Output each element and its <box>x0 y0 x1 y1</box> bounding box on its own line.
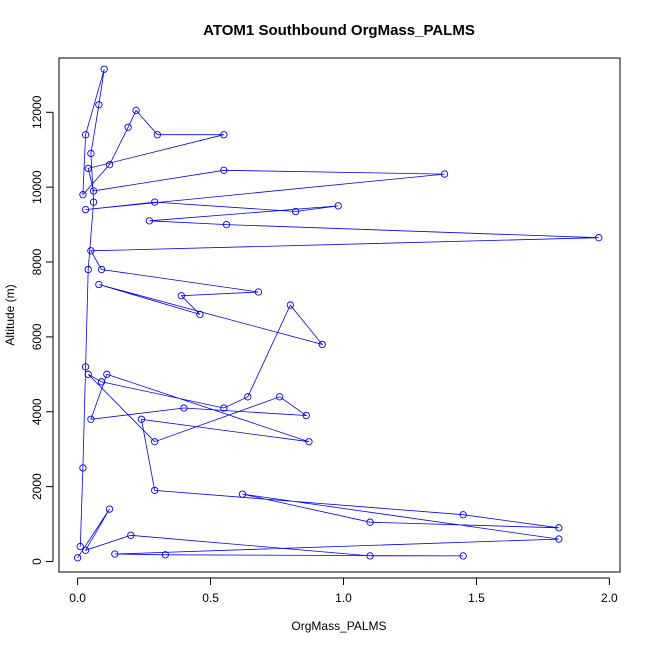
data-point <box>81 131 90 139</box>
data-point <box>79 190 87 199</box>
data-point <box>459 511 467 519</box>
data-point <box>95 101 103 109</box>
data-point <box>87 149 95 158</box>
data-point <box>145 217 154 225</box>
data-point <box>81 363 90 371</box>
data-point <box>180 404 188 412</box>
series-line <box>77 69 599 559</box>
data-point <box>196 310 204 319</box>
data-point <box>555 535 563 543</box>
data-point <box>220 404 228 412</box>
x-axis-label: OrgMass_PALMS <box>291 619 386 633</box>
data-point <box>111 550 119 558</box>
data-point <box>89 187 98 195</box>
series-layer <box>73 65 603 562</box>
data-point <box>84 265 92 274</box>
y-tick-label: 4000 <box>30 398 44 425</box>
data-point <box>291 207 300 216</box>
data-point <box>84 370 92 378</box>
data-point <box>334 202 342 210</box>
data-point <box>100 65 108 73</box>
data-point <box>127 531 135 539</box>
data-point <box>302 411 310 420</box>
y-tick-label: 0 <box>30 558 44 565</box>
data-point <box>76 542 84 551</box>
data-point <box>105 505 114 513</box>
x-tick-label: 2.0 <box>601 591 618 605</box>
data-point <box>318 340 326 349</box>
data-point <box>220 131 228 139</box>
data-point <box>105 161 114 169</box>
plot-frame <box>58 57 621 573</box>
data-point <box>440 170 449 178</box>
y-axis: 0 2000 4000 6000 8000 10000 12000 <box>30 95 54 565</box>
data-point <box>132 106 140 115</box>
data-point <box>238 490 247 498</box>
data-point <box>286 301 294 309</box>
x-tick-label: 0.5 <box>202 591 219 605</box>
data-point <box>153 131 162 139</box>
x-tick-label: 1.0 <box>335 591 352 605</box>
x-tick-label: 0.0 <box>69 591 86 605</box>
x-axis: 0.0 0.5 1.0 1.5 2.0 <box>69 577 618 605</box>
data-point <box>97 265 106 274</box>
data-point <box>151 198 159 206</box>
data-point <box>161 551 170 559</box>
data-point <box>305 438 313 446</box>
data-point <box>84 164 92 173</box>
data-point <box>137 415 146 423</box>
data-point <box>97 378 106 386</box>
data-point <box>151 438 159 446</box>
y-tick-label: 6000 <box>30 323 44 350</box>
data-point <box>124 123 132 131</box>
data-point <box>73 554 82 562</box>
data-point <box>459 552 467 560</box>
y-tick-label: 12000 <box>30 95 44 129</box>
data-point <box>103 370 111 378</box>
data-point <box>177 292 185 300</box>
data-point <box>81 546 90 554</box>
data-point <box>95 280 103 289</box>
data-point <box>81 205 90 214</box>
data-point <box>89 198 98 206</box>
y-tick-label: 10000 <box>30 170 44 204</box>
data-point <box>595 234 603 242</box>
data-point <box>151 486 159 495</box>
data-point <box>87 415 95 423</box>
chart-title: ATOM1 Southbound OrgMass_PALMS <box>203 22 475 39</box>
data-point <box>244 393 252 401</box>
data-point <box>87 247 95 255</box>
y-axis-label: Altitude (m) <box>3 284 17 345</box>
data-point <box>555 524 563 532</box>
data-point <box>254 288 263 296</box>
y-tick-label: 2000 <box>30 473 44 500</box>
data-point <box>220 166 228 174</box>
data-point <box>366 518 374 526</box>
data-point <box>222 220 231 229</box>
data-point <box>366 552 374 560</box>
data-point <box>276 393 284 401</box>
y-tick-label: 8000 <box>30 248 44 275</box>
x-tick-label: 1.5 <box>468 591 485 605</box>
data-point <box>79 464 87 472</box>
